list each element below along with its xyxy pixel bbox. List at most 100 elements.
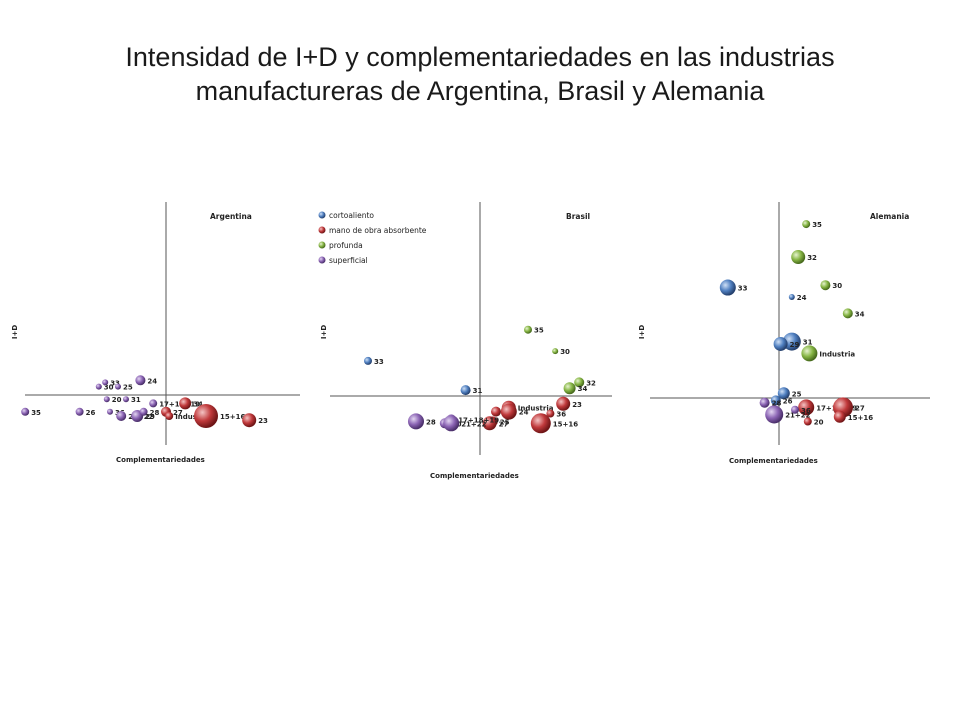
x-axis-label: Complementariedades bbox=[729, 457, 818, 465]
point-label-29: 29 bbox=[790, 341, 800, 349]
point-31 bbox=[782, 332, 801, 351]
legend: cortoaliento mano de obra absorbente profu… bbox=[318, 211, 427, 265]
point-21-22 bbox=[116, 411, 127, 421]
point-label-28: 28 bbox=[150, 409, 160, 417]
point-28 bbox=[759, 397, 770, 408]
point-label-25: 25 bbox=[500, 418, 510, 426]
point-label-31: 31 bbox=[131, 396, 141, 404]
legend-marker-mano-de-obra-absorbente bbox=[318, 226, 326, 234]
point-15-16 bbox=[194, 404, 218, 428]
point-label-24: 24 bbox=[797, 294, 807, 302]
point-34 bbox=[179, 397, 192, 410]
legend-item-mano-de-obra-absorbente: mano de obra absorbente bbox=[329, 226, 427, 235]
chart-title: Brasil bbox=[566, 212, 590, 221]
point-label-28: 28 bbox=[772, 400, 782, 408]
chart-alemania: Alemania Complementariedades I+D 35 32 30 34 In… bbox=[638, 202, 930, 465]
point-label-industria: Industria bbox=[175, 413, 211, 421]
point-24 bbox=[135, 375, 146, 386]
point-28 bbox=[408, 413, 424, 430]
point-label-27: 27 bbox=[173, 409, 183, 417]
point-17-18-19 bbox=[798, 399, 815, 416]
point-label-15-16: 15+16 bbox=[220, 413, 245, 421]
point-label-31: 31 bbox=[473, 387, 483, 395]
point-label-23: 23 bbox=[258, 417, 268, 425]
point-17-18-19 bbox=[149, 399, 158, 408]
point-label-15-16: 15+16 bbox=[848, 414, 873, 422]
point-label-35: 35 bbox=[534, 327, 544, 335]
point-label-35: 35 bbox=[31, 409, 41, 417]
point-31 bbox=[123, 396, 129, 403]
point-32 bbox=[574, 377, 585, 388]
point-label-industria: Industria bbox=[518, 405, 554, 413]
point-36 bbox=[107, 408, 113, 415]
point-25 bbox=[777, 387, 790, 400]
title-line-2: manufactureras de Argentina, Brasil y Al… bbox=[195, 76, 765, 106]
point-label-24: 24 bbox=[147, 377, 157, 385]
chart-title: Argentina bbox=[210, 212, 252, 221]
point-label-20: 20 bbox=[112, 396, 122, 404]
point-35 bbox=[21, 407, 30, 416]
point-29 bbox=[773, 336, 788, 351]
point-21-22 bbox=[443, 415, 460, 432]
y-axis-label: I+D bbox=[11, 325, 19, 339]
point-15-16 bbox=[530, 413, 551, 434]
point-31 bbox=[460, 385, 471, 396]
point-label-25: 25 bbox=[792, 390, 802, 398]
point-label-30: 30 bbox=[832, 282, 842, 290]
point-27 bbox=[482, 416, 497, 431]
point-label-32: 32 bbox=[807, 254, 817, 262]
legend-marker-cortoaliento bbox=[318, 211, 326, 219]
point-26 bbox=[770, 395, 781, 406]
point-label-28: 28 bbox=[426, 418, 436, 426]
point-35 bbox=[802, 220, 811, 229]
point-25 bbox=[115, 383, 121, 390]
point-26 bbox=[75, 407, 84, 416]
point-industria bbox=[801, 345, 818, 362]
point-label-23: 23 bbox=[572, 401, 582, 409]
point-30 bbox=[95, 383, 102, 390]
point-label-21-22: 21+22 bbox=[461, 420, 486, 428]
point-label-24: 24 bbox=[519, 409, 529, 417]
point-20 bbox=[803, 417, 812, 426]
legend-marker-superficial bbox=[318, 256, 326, 264]
point-label-34: 34 bbox=[855, 310, 865, 318]
point-label-26: 26 bbox=[783, 397, 793, 405]
point-label-33: 33 bbox=[374, 358, 384, 366]
point-label-32: 32 bbox=[586, 379, 596, 387]
point-21-22 bbox=[765, 405, 784, 424]
point-36 bbox=[546, 409, 555, 418]
point-label-33: 33 bbox=[110, 379, 120, 387]
point-label-industria: Industria bbox=[819, 350, 855, 358]
point-32 bbox=[791, 250, 806, 264]
point-label-30: 30 bbox=[104, 384, 114, 392]
point-30 bbox=[552, 348, 559, 355]
page-title: Intensidad de I+D y complementariedades … bbox=[0, 40, 960, 108]
point-label-20: 20 bbox=[814, 419, 824, 427]
point-label-25: 25 bbox=[123, 384, 133, 392]
point-label-34: 34 bbox=[578, 385, 588, 393]
point-35 bbox=[524, 325, 532, 334]
point-23 bbox=[242, 413, 257, 428]
legend-item-profunda: profunda bbox=[329, 241, 363, 250]
point-label-27: 27 bbox=[499, 420, 509, 428]
point-33 bbox=[364, 356, 372, 365]
point-28 bbox=[139, 407, 148, 416]
point-label-17-18-19: 17+18+19 bbox=[458, 416, 499, 424]
point-24 bbox=[500, 403, 517, 420]
point-33 bbox=[102, 379, 109, 386]
point-34 bbox=[842, 308, 853, 319]
point-24 bbox=[788, 293, 795, 300]
point-label-26: 26 bbox=[86, 409, 96, 417]
title-line-1: Intensidad de I+D y complementariedades … bbox=[125, 42, 835, 72]
chart-title: Alemania bbox=[870, 212, 909, 221]
x-axis-label: Complementariedades bbox=[116, 456, 205, 464]
point-29 bbox=[491, 406, 501, 417]
point-label-15-16: 15+16 bbox=[553, 420, 578, 428]
legend-item-superficial: superficial bbox=[329, 256, 368, 265]
point-34 bbox=[563, 382, 576, 395]
point-label-29: 29 bbox=[145, 413, 155, 421]
point-label-36: 36 bbox=[801, 407, 811, 415]
legend-marker-profunda bbox=[318, 241, 326, 249]
point-label-21-22: 21+22 bbox=[785, 411, 810, 419]
